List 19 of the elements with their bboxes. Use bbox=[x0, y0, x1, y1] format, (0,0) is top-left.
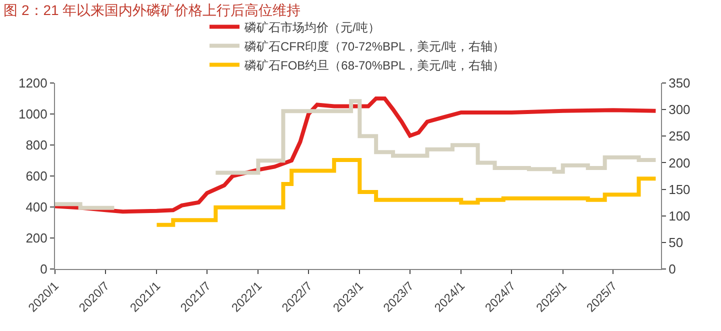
y-tick-label: 400 bbox=[26, 200, 48, 215]
y-tick-label: 800 bbox=[26, 138, 48, 153]
legend-label: 磷矿石FOB约旦（68-70%BPL，美元/吨，右轴） bbox=[244, 58, 505, 72]
y2-tick-label: 250 bbox=[668, 128, 690, 144]
y-tick-label: 600 bbox=[26, 168, 48, 184]
y2-tick-label: 150 bbox=[668, 182, 690, 197]
y-tick-label: 1000 bbox=[18, 106, 48, 122]
chart-title: 图 2：21 年以来国内外磷矿价格上行后高位维持 bbox=[4, 2, 301, 18]
y-tick-label: 1200 bbox=[18, 76, 48, 91]
y2-tick-label: 350 bbox=[668, 76, 690, 91]
y2-tick-label: 50 bbox=[668, 234, 684, 250]
y2-tick-label: 300 bbox=[668, 102, 690, 118]
legend-label: 磷矿石市场均价（元/吨） bbox=[244, 20, 380, 34]
y-tick-label: 0 bbox=[40, 262, 48, 277]
y2-tick-label: 200 bbox=[668, 155, 690, 170]
y-tick-label: 200 bbox=[26, 230, 48, 246]
legend-label: 磷矿石CFR印度（70-72%BPL，美元/吨，右轴） bbox=[244, 39, 505, 54]
y2-tick-label: 0 bbox=[668, 262, 676, 277]
y2-tick-label: 100 bbox=[668, 208, 690, 224]
